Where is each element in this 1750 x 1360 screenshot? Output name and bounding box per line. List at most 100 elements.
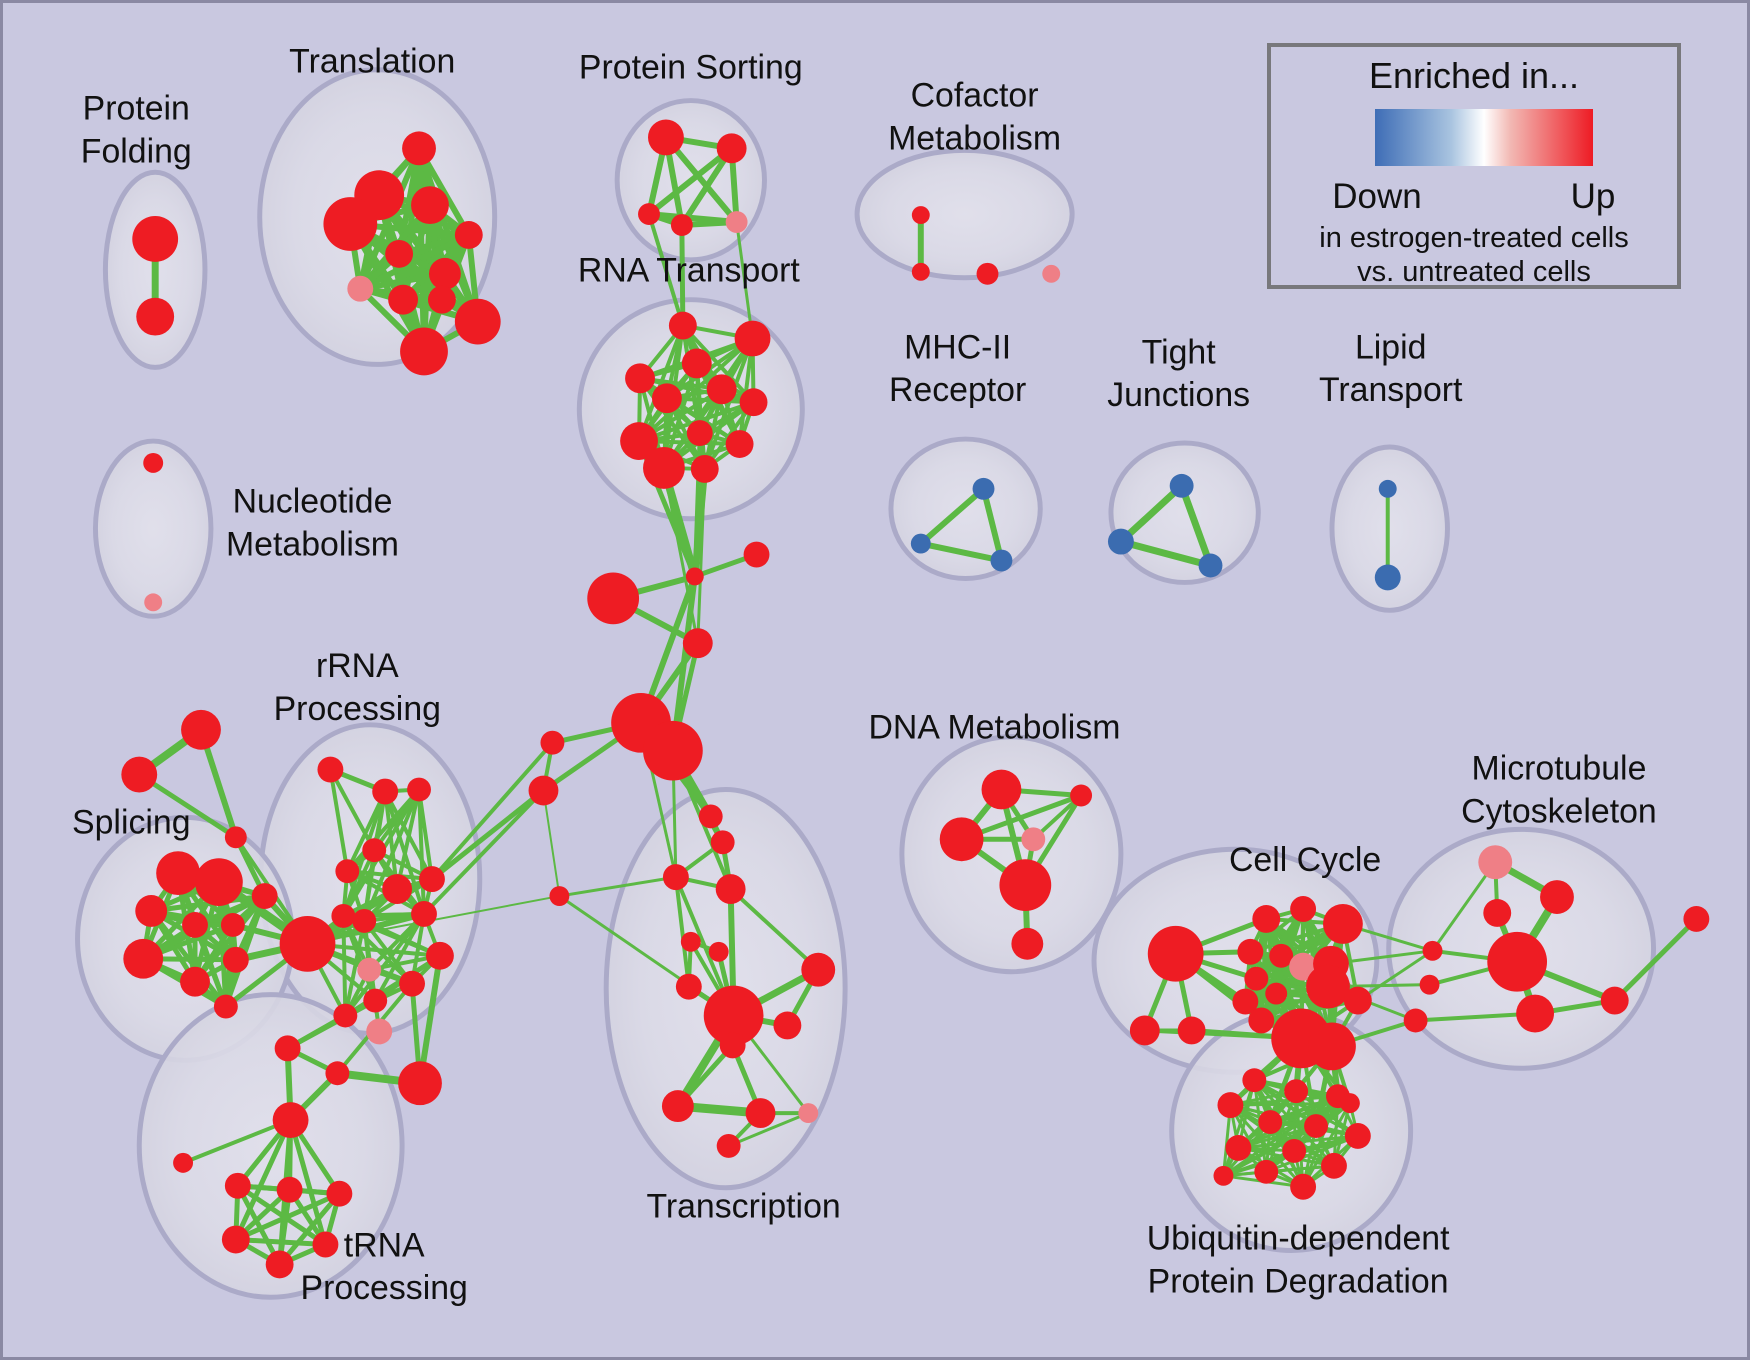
node-rt9 (620, 422, 658, 460)
node-ps5 (725, 211, 748, 233)
legend-title: Enriched in... (1368, 55, 1580, 96)
node-tx12 (661, 1090, 694, 1123)
node-tx9 (703, 985, 764, 1046)
edge (422, 788, 546, 916)
edge (1294, 1089, 1305, 1189)
node-rr6 (279, 915, 336, 972)
node-mt10 (1683, 905, 1710, 932)
edge (1356, 949, 1435, 1003)
legend-down-label: Down (1332, 177, 1422, 216)
edge (235, 1183, 328, 1247)
edge (345, 869, 434, 882)
edge (673, 875, 691, 989)
edge (917, 485, 987, 547)
node-mh3 (990, 549, 1013, 572)
edge (1301, 1101, 1352, 1189)
edge (917, 540, 1005, 564)
node-tj2 (1107, 528, 1134, 555)
legend-caption-line2: vs. untreated cells (1357, 256, 1591, 288)
cluster-ellipse-dna-metabolism (899, 734, 1124, 975)
node-cf3 (976, 262, 999, 285)
cluster-label-ubiquitin-degradation: Ubiquitin-dependent Protein Degradation (1147, 1219, 1450, 1300)
node-ps1 (648, 119, 684, 156)
node-cc18 (1343, 986, 1372, 1015)
network-canvas: Protein Folding Translation Protein Sorting… (72, 43, 1710, 1307)
node-tn11 (366, 1018, 393, 1045)
edge (727, 1111, 810, 1148)
edge (429, 788, 546, 882)
node-cc2 (1252, 905, 1281, 933)
node-cf2 (911, 262, 930, 281)
node-tl11 (454, 298, 501, 345)
edge (343, 918, 367, 1018)
node-cx2 (743, 541, 770, 568)
cluster-ellipse-cofactor-metabolism (854, 147, 1075, 281)
node-tx13 (745, 1098, 776, 1129)
node-sp2 (195, 858, 243, 906)
node-ub11 (1254, 1159, 1279, 1184)
node-sp6 (220, 912, 245, 937)
node-rr14 (363, 988, 388, 1013)
node-cf1 (911, 206, 930, 225)
edge (1178, 482, 1214, 569)
node-sp9 (213, 994, 238, 1019)
node-cx6 (643, 720, 703, 781)
node-dm3 (939, 817, 984, 862)
node-tn0 (272, 1102, 309, 1138)
edge (277, 1191, 342, 1267)
node-cx7 (540, 730, 565, 755)
node-ub8 (1225, 1134, 1252, 1161)
node-rr10 (419, 866, 445, 893)
edge (647, 212, 685, 328)
node-cc9 (1244, 966, 1269, 991)
edge (383, 789, 400, 892)
cluster-label-splicing: Splicing (72, 803, 190, 841)
node-nm2 (144, 593, 163, 612)
legend-caption-line1: in estrogen-treated cells (1319, 222, 1629, 254)
cluster-ellipse-nucleotide-metabolism (92, 438, 214, 619)
node-tx15 (716, 1133, 741, 1158)
node-rt2 (734, 320, 771, 357)
node-cx1 (685, 567, 704, 586)
node-rt8 (686, 420, 713, 447)
node-tx8 (675, 973, 702, 1000)
node-ub5 (1258, 1110, 1283, 1134)
node-lt1 (1378, 479, 1397, 498)
node-cx3 (587, 572, 640, 625)
node-cc17 (1308, 1022, 1356, 1071)
node-mt6 (1600, 986, 1629, 1015)
node-ub4 (1217, 1092, 1244, 1119)
node-rt12 (690, 454, 719, 483)
edge (1612, 916, 1699, 1004)
node-mt2 (1540, 880, 1574, 914)
node-cc3 (1290, 896, 1317, 922)
node-tx4 (715, 874, 746, 905)
node-tj3 (1198, 553, 1223, 578)
node-cc15 (1129, 1015, 1160, 1046)
node-cc11 (1306, 964, 1350, 1009)
node-mt5 (1516, 994, 1554, 1033)
edge (429, 740, 555, 882)
edge (1117, 482, 1186, 546)
node-ub2 (1284, 1079, 1309, 1104)
edge (702, 336, 755, 471)
node-st3 (224, 826, 247, 849)
node-cf4 (1042, 264, 1061, 283)
node-tl4 (323, 197, 378, 251)
node-tx1 (698, 804, 723, 829)
node-pf1 (132, 216, 179, 262)
node-tn10 (398, 1061, 442, 1106)
node-tn9 (325, 1061, 350, 1086)
node-tl9 (388, 284, 419, 315)
node-ps4 (670, 214, 693, 236)
edge (662, 134, 740, 226)
edge (679, 222, 686, 329)
cluster-label-cell-cycle: Cell Cycle (1229, 841, 1381, 879)
node-mh2 (910, 533, 931, 554)
edge (980, 485, 1005, 564)
edge (235, 1183, 283, 1267)
node-tx14 (798, 1103, 819, 1124)
node-ub1 (1242, 1068, 1267, 1093)
legend-box: Enriched in... Down Up in estrogen-treat… (1267, 43, 1681, 289)
node-dm2 (1070, 784, 1093, 807)
